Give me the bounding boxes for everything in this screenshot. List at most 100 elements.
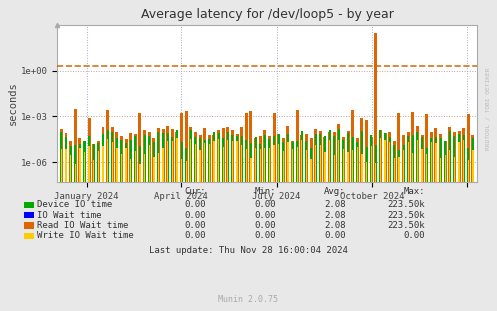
Bar [111,142,113,311]
Bar [286,126,289,311]
Bar [120,136,123,311]
Bar [315,145,317,311]
Bar [319,131,322,311]
Bar [379,130,382,311]
Bar [329,130,331,311]
Bar [277,134,280,311]
Bar [185,148,187,311]
Bar [324,136,326,311]
Bar [394,158,395,311]
Bar [292,149,293,311]
Bar [255,148,256,311]
Bar [149,145,150,311]
Bar [268,139,270,311]
Text: 223.50k: 223.50k [387,201,425,209]
Bar [250,143,252,311]
Bar [329,140,330,311]
Bar [346,131,349,311]
Bar [324,137,327,311]
Text: Avg:: Avg: [324,187,345,196]
Text: 0.00: 0.00 [185,201,206,209]
Bar [98,151,99,311]
Bar [343,150,344,311]
Bar [425,114,428,311]
Text: Cur:: Cur: [185,187,206,196]
Bar [84,151,85,311]
Bar [332,132,335,311]
Bar [232,141,233,311]
Bar [430,132,433,311]
Bar [75,164,76,311]
Bar [121,154,122,311]
Bar [472,135,475,311]
Bar [93,144,95,311]
Bar [333,136,335,311]
Text: 0.00: 0.00 [185,221,206,230]
Bar [254,138,257,311]
Bar [448,128,451,311]
Bar [213,141,215,311]
Bar [180,113,183,311]
Bar [92,144,95,311]
Bar [370,135,372,311]
Bar [434,128,437,311]
Bar [246,140,248,311]
Bar [88,146,90,311]
Text: 0.00: 0.00 [254,231,276,240]
Bar [74,145,76,311]
Bar [287,142,289,311]
Bar [125,148,127,311]
Bar [74,109,77,311]
Bar [301,140,303,311]
Bar [176,130,178,311]
Bar [125,139,128,311]
Bar [236,137,238,311]
Bar [338,140,339,311]
Bar [65,137,67,311]
Bar [227,132,229,311]
Bar [157,128,160,311]
Bar [453,136,455,311]
Bar [314,129,317,311]
Bar [463,135,465,311]
Bar [195,143,196,311]
Text: IO Wait time: IO Wait time [37,211,101,220]
Bar [356,138,359,311]
Bar [421,137,423,311]
Text: 2.08: 2.08 [324,201,345,209]
Text: 2.08: 2.08 [324,211,345,220]
Bar [283,151,284,311]
Bar [282,142,284,311]
Bar [88,136,90,311]
Text: 223.50k: 223.50k [387,211,425,220]
Bar [287,134,289,311]
Bar [458,133,460,311]
Bar [444,141,447,311]
Bar [439,134,442,311]
Bar [320,145,321,311]
Bar [463,140,464,311]
Bar [97,141,100,311]
Bar [116,137,118,311]
Bar [158,154,159,311]
Bar [70,156,71,311]
Bar [310,148,312,311]
Text: Write IO Wait time: Write IO Wait time [37,231,134,240]
Bar [65,133,68,311]
Bar [259,144,261,311]
Bar [306,141,308,311]
Bar [144,135,146,311]
Bar [449,150,450,311]
Bar [218,133,220,311]
Bar [426,154,427,311]
Text: Last update: Thu Nov 28 16:00:04 2024: Last update: Thu Nov 28 16:00:04 2024 [149,246,348,255]
Bar [60,129,63,311]
Bar [462,128,465,311]
Bar [250,158,251,311]
Bar [130,140,132,311]
Bar [412,153,414,311]
Bar [162,132,164,311]
Text: 0.00: 0.00 [254,201,276,209]
Bar [135,151,136,311]
Bar [467,148,469,311]
